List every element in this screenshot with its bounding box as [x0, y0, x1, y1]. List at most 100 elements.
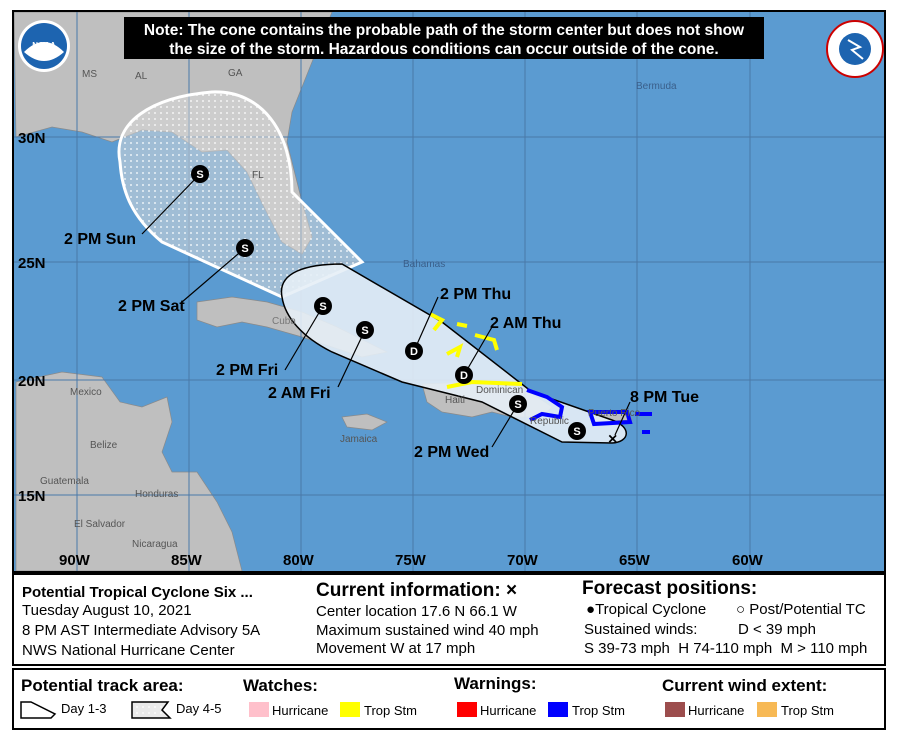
current-info-title: Current information: ×	[316, 580, 518, 601]
label-al: AL	[135, 71, 148, 82]
label-jamaica: Jamaica	[340, 434, 378, 445]
advisory-date: Tuesday August 10, 2021	[22, 602, 192, 619]
svg-text:S: S	[573, 426, 580, 438]
label-2am-fri: 2 AM Fri	[268, 385, 331, 402]
current-position-x: ×	[608, 431, 617, 448]
svg-text:S: S	[241, 243, 248, 255]
max-wind: Maximum sustained wind 40 mph	[316, 622, 539, 639]
sustained-winds-label: Sustained winds:	[584, 621, 698, 638]
issuing-center: NWS National Hurricane Center	[22, 642, 235, 659]
wind-tropstm-swatch	[757, 702, 777, 717]
label-2pm-sun: 2 PM Sun	[64, 231, 136, 248]
central-america	[15, 371, 243, 571]
warnings-title: Warnings:	[454, 674, 537, 693]
label-nicaragua: Nicaragua	[132, 539, 178, 550]
movement: Movement W at 17 mph	[316, 640, 476, 657]
svg-text:25N: 25N	[18, 255, 46, 272]
time-labels: 8 PM Tue 2 PM Wed 2 AM Thu 2 PM Thu 2 AM…	[64, 231, 699, 461]
svg-text:30N: 30N	[18, 130, 46, 147]
place-labels: MS AL GA FL Bermuda Bahamas Cuba Mexico Be…	[40, 68, 677, 550]
label-republic: Republic	[530, 416, 569, 427]
storm-name: Potential Tropical Cyclone Six ...	[22, 584, 253, 601]
label-belize: Belize	[90, 440, 118, 451]
depression-winds: D < 39 mph	[738, 621, 816, 638]
info-panel: Potential Tropical Cyclone Six ... Tuesd…	[12, 573, 886, 666]
svg-text:60W: 60W	[732, 552, 764, 569]
label-dominican: Dominican	[476, 385, 523, 396]
watch-hurricane-swatch	[249, 702, 269, 717]
map: MS AL GA FL Bermuda Bahamas Cuba Mexico Be…	[12, 10, 886, 573]
track-point-s: S	[509, 395, 527, 413]
svg-text:D: D	[410, 346, 418, 358]
day13-cone-icon	[20, 701, 57, 719]
svg-text:D: D	[460, 370, 468, 382]
svg-text:NOAA: NOAA	[32, 41, 56, 50]
nws-logo	[826, 20, 884, 78]
ptc-label: Post/Potential TC	[749, 601, 866, 618]
track-leaders	[141, 173, 631, 448]
watch-tropstm-swatch	[340, 702, 360, 717]
jamaica	[341, 413, 388, 431]
tropical-storm-watch	[429, 312, 523, 389]
svg-text:90W: 90W	[59, 552, 91, 569]
note-line-2: the size of the storm. Hazardous conditi…	[169, 41, 718, 58]
svg-text:S: S	[196, 169, 203, 181]
day45-cone-icon	[131, 701, 172, 719]
axis-labels: 90W 85W 80W 75W 70W 65W 60W 30N 25N 20N 15N	[18, 130, 764, 569]
label-bahamas: Bahamas	[403, 259, 445, 270]
wind-hurricane-label: Hurricane	[688, 703, 745, 718]
label-2pm-fri: 2 PM Fri	[216, 362, 278, 379]
svg-text:×: ×	[608, 431, 617, 448]
advisory-number: 8 PM AST Intermediate Advisory 5A	[22, 622, 261, 639]
label-2am-thu: 2 AM Thu	[490, 315, 561, 332]
legend-panel: Potential track area: Day 1-3 Day 4-5 Wa…	[12, 668, 886, 730]
warning-hurricane-label: Hurricane	[480, 703, 537, 718]
cone-day-1-3	[280, 263, 627, 444]
watch-tropstm-label: Trop Stm	[364, 703, 417, 718]
tc-label: Tropical Cyclone	[595, 601, 707, 618]
svg-text:S: S	[514, 399, 521, 411]
svg-text:20N: 20N	[18, 373, 46, 390]
svg-text:75W: 75W	[395, 552, 427, 569]
track-point-s: S	[568, 422, 586, 440]
label-puerto-rico: Puerto Rico	[588, 408, 641, 419]
label-el-salvador: El Salvador	[74, 519, 126, 530]
day13-label: Day 1-3	[61, 701, 107, 716]
track-point-d: D	[405, 342, 423, 360]
svg-text:65W: 65W	[619, 552, 651, 569]
track-point-s: S	[356, 321, 374, 339]
track-area-title: Potential track area:	[21, 676, 184, 695]
forecast-title: Forecast positions:	[582, 578, 758, 599]
svg-text:85W: 85W	[171, 552, 203, 569]
watch-hurricane-label: Hurricane	[272, 703, 329, 718]
warning-tropstm-label: Trop Stm	[572, 703, 625, 718]
label-ga: GA	[228, 68, 243, 79]
svg-text:15N: 15N	[18, 488, 46, 505]
label-guatemala: Guatemala	[40, 476, 89, 487]
ptc-legend: ○ Post/Potential TC	[736, 601, 866, 618]
svg-text:S: S	[319, 301, 326, 313]
track-points: × S S D D S S S S	[191, 165, 617, 448]
label-haiti: Haiti	[445, 395, 465, 406]
track-point-s: S	[236, 239, 254, 257]
wind-hurricane-swatch	[665, 702, 685, 717]
label-2pm-sat: 2 PM Sat	[118, 298, 185, 315]
label-bermuda: Bermuda	[636, 81, 677, 92]
warning-hurricane-swatch	[457, 702, 477, 717]
label-fl: FL	[252, 170, 264, 181]
intensity-scale: S 39-73 mph H 74-110 mph M > 110 mph	[584, 640, 868, 657]
track-point-s: S	[191, 165, 209, 183]
svg-text:S: S	[361, 325, 368, 337]
day45-label: Day 4-5	[176, 701, 222, 716]
svg-text:70W: 70W	[507, 552, 539, 569]
center-location: Center location 17.6 N 66.1 W	[316, 603, 517, 620]
label-honduras: Honduras	[135, 489, 178, 500]
label-2pm-thu: 2 PM Thu	[440, 286, 511, 303]
label-8pm-tue: 8 PM Tue	[630, 389, 699, 406]
wind-tropstm-label: Trop Stm	[781, 703, 834, 718]
noaa-logo: NOAA	[18, 20, 70, 72]
track-point-s: S	[314, 297, 332, 315]
note-box	[124, 17, 764, 59]
map-svg: MS AL GA FL Bermuda Bahamas Cuba Mexico Be…	[14, 12, 884, 571]
